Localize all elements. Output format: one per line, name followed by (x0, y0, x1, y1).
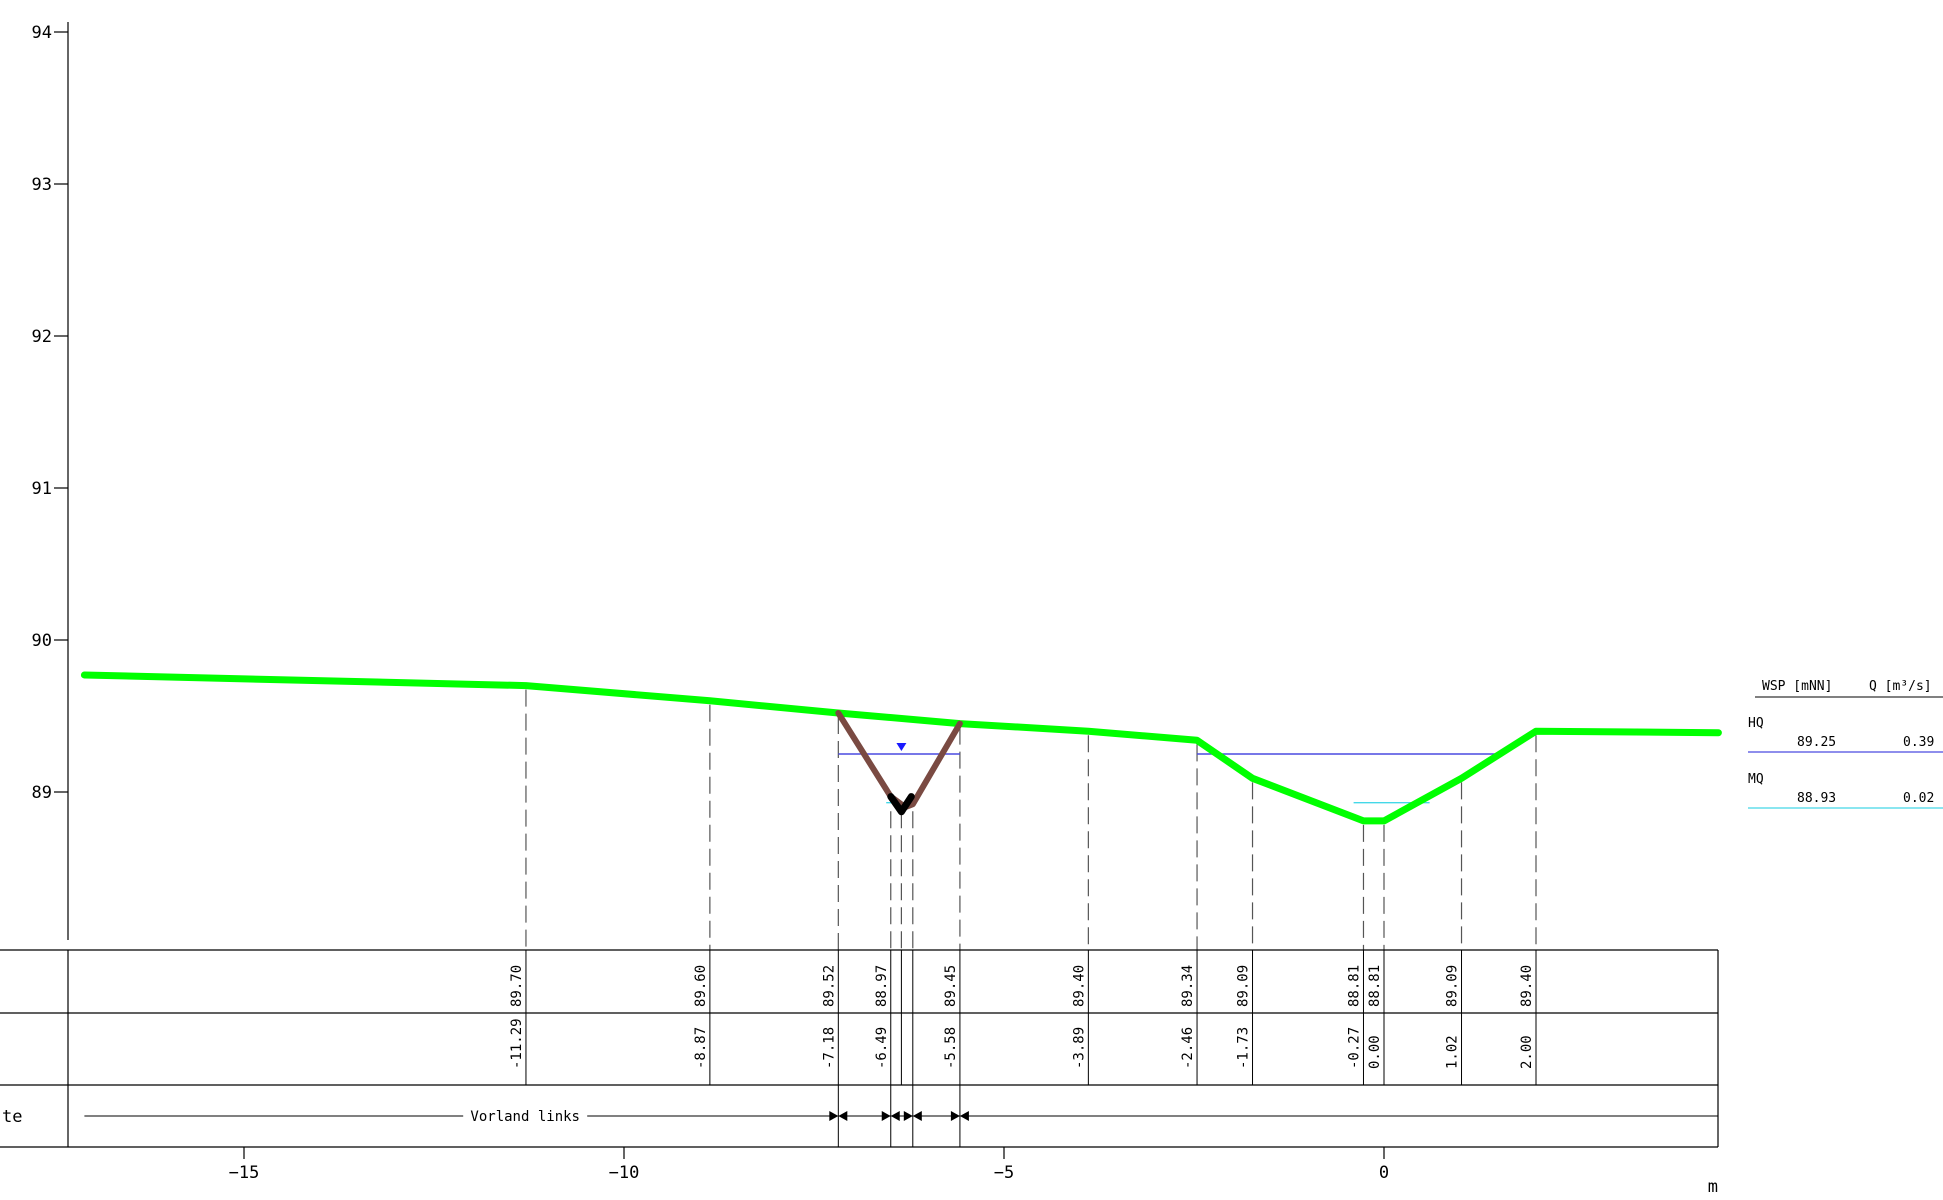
zone-arrow (881, 1111, 891, 1121)
water-levels (838, 743, 1498, 804)
height-label: 89.70 (509, 965, 525, 1007)
height-label: 88.97 (874, 965, 890, 1007)
y-tick-label: 91 (32, 479, 52, 499)
zone-arrow (838, 1111, 848, 1121)
legend-mq-q: 0.02 (1903, 791, 1934, 806)
distance-label: -3.89 (1071, 1027, 1087, 1069)
height-label: 89.52 (821, 965, 837, 1007)
data-band: 89.70 89.60 89.52 88.97 89.45 89.40 89.34 89.09… (0, 949, 1719, 1197)
zone-label-bg (463, 1107, 588, 1125)
x-tick-label: −10 (609, 1163, 640, 1183)
channel-bed-line (887, 793, 915, 816)
y-tick-label: 90 (32, 631, 52, 651)
distance-label: -6.49 (874, 1027, 890, 1069)
distance-label: -11.29 (509, 1018, 525, 1069)
height-label: 89.60 (693, 965, 709, 1007)
distance-label: -0.27 (1346, 1027, 1362, 1069)
axes: 89 90 91 92 93 94 (32, 22, 69, 940)
zone-arrow (829, 1111, 839, 1121)
distance-label: 2.00 (1519, 1035, 1535, 1069)
height-label: 89.45 (943, 965, 959, 1007)
x-axis-unit: m (1708, 1177, 1718, 1197)
zone-arrow (959, 1111, 969, 1121)
legend-mq-wsp: 88.93 (1797, 791, 1836, 806)
x-tick-label: 0 (1379, 1163, 1389, 1183)
x-tick-label: −5 (994, 1163, 1014, 1183)
height-label: 89.40 (1519, 965, 1535, 1007)
legend-hq-name: HQ (1748, 716, 1764, 731)
height-label: 89.40 (1071, 965, 1087, 1007)
distance-label: -5.58 (943, 1027, 959, 1069)
y-tick-label: 93 (32, 175, 52, 195)
legend-header-wsp: WSP [mNN] (1762, 679, 1832, 694)
legend: WSP [mNN] Q [m³/s] HQ 89.25 0.39 MQ 88.9… (1748, 679, 1943, 809)
height-label: 89.34 (1180, 965, 1196, 1007)
distance-label: -7.18 (821, 1027, 837, 1069)
zone-label: Vorland links (470, 1109, 580, 1125)
legend-header-q: Q [m³/s] (1869, 679, 1932, 694)
zone-arrow (890, 1111, 900, 1121)
legend-hq-q: 0.39 (1903, 735, 1934, 750)
droplines (525, 689, 1537, 950)
water-level-marker (896, 743, 907, 751)
distance-label: 1.02 (1445, 1035, 1461, 1069)
distance-label: -2.46 (1180, 1027, 1196, 1069)
distance-label: -8.87 (693, 1027, 709, 1069)
zone-arrow (912, 1111, 922, 1121)
legend-hq-wsp: 89.25 (1797, 735, 1836, 750)
ground-line (80, 671, 1722, 825)
zone-row-label: te (2, 1107, 22, 1127)
y-tick-label: 92 (32, 327, 52, 347)
height-label: 89.09 (1236, 965, 1252, 1007)
height-label: 89.09 (1445, 965, 1461, 1007)
height-label: 88.81 (1346, 965, 1362, 1007)
x-tick-label: −15 (229, 1163, 260, 1183)
y-tick-label: 89 (32, 783, 52, 803)
y-tick-label: 94 (32, 23, 52, 43)
bank-line (835, 710, 963, 811)
distance-label: 0.00 (1367, 1035, 1383, 1069)
legend-mq-name: MQ (1748, 772, 1764, 787)
zone-arrow (903, 1111, 913, 1121)
zone-arrow (950, 1111, 960, 1121)
profile-series (80, 671, 1722, 825)
distance-label: -1.73 (1236, 1027, 1252, 1069)
height-label: 88.81 (1367, 965, 1383, 1007)
